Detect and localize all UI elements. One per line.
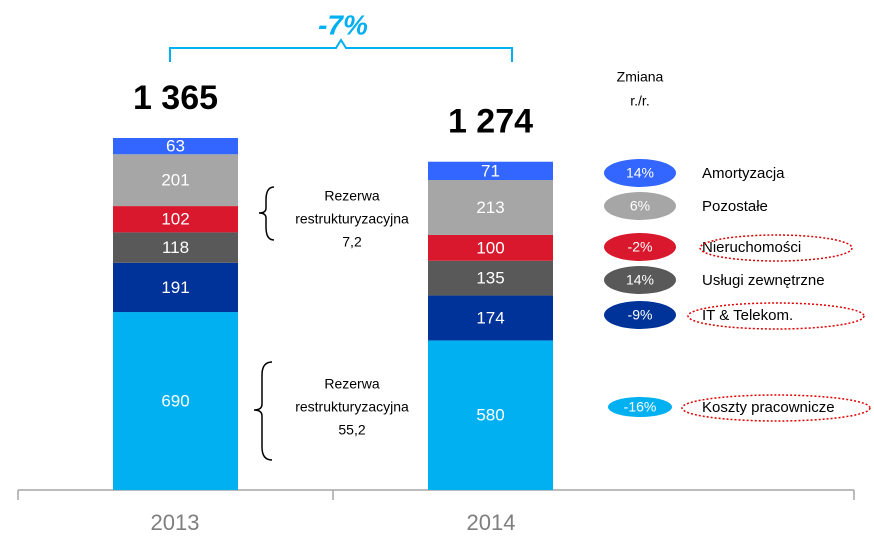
highlight-ring (699, 234, 853, 262)
change-bracket (169, 38, 513, 62)
data-label: 135 (476, 269, 504, 288)
bar-segment (113, 138, 238, 155)
legend-label: Nieruchomości (702, 239, 801, 256)
change-label: 6% (630, 198, 650, 214)
total-label: 1 365 (133, 79, 218, 117)
brace (253, 361, 273, 461)
legend-label: Usługi zewnętrzne (702, 272, 825, 289)
change-badge (604, 301, 676, 329)
data-label: 580 (476, 406, 504, 425)
annotation: Rezerwa (324, 188, 379, 204)
change-badge (608, 397, 672, 417)
legend-label: Pozostałe (702, 198, 768, 215)
data-label: 174 (476, 308, 504, 327)
bar-segment (113, 232, 238, 263)
bar-segment (428, 295, 553, 341)
legend-label: Amortyzacja (702, 165, 785, 182)
annotation: restrukturyzacyjna (295, 211, 409, 227)
annotation: restrukturyzacyjna (295, 399, 409, 415)
legend-label: IT & Telekom. (702, 307, 793, 324)
legend-label: Koszty pracownicze (702, 399, 835, 416)
change-badge (604, 266, 676, 294)
data-label: 63 (166, 137, 185, 156)
change-badge (604, 233, 676, 261)
data-label: 191 (161, 278, 189, 297)
highlight-ring (687, 302, 865, 330)
bar-segment (113, 312, 238, 490)
data-label: 213 (476, 198, 504, 217)
change-badge (604, 159, 676, 187)
change-annotation: -7% (318, 9, 368, 40)
bar-segment (113, 154, 238, 207)
annotation: 55,2 (338, 422, 365, 438)
bar-segment (428, 180, 553, 235)
data-label: 102 (161, 210, 189, 229)
change-label: 14% (626, 165, 654, 181)
data-label: 690 (161, 392, 189, 411)
data-label: 71 (481, 161, 500, 180)
data-label: 118 (162, 238, 189, 257)
change-header: r./r. (630, 93, 649, 109)
change-header: Zmiana (617, 69, 664, 85)
bar-segment (428, 340, 553, 490)
change-label: 14% (626, 272, 654, 288)
annotation: Rezerwa (324, 376, 379, 392)
bar-segment (113, 206, 238, 233)
data-label: 201 (161, 171, 189, 190)
change-label: -2% (628, 239, 653, 255)
bar-segment (428, 260, 553, 296)
change-label: -9% (628, 307, 653, 323)
highlight-ring (681, 394, 871, 422)
brace (258, 186, 275, 241)
annotation: 7,2 (342, 234, 362, 250)
change-badge (604, 192, 676, 220)
x-tick-label: 2013 (151, 510, 200, 535)
bar-segment (113, 262, 238, 313)
change-label: -16% (624, 399, 657, 415)
total-label: 1 274 (448, 103, 533, 141)
data-label: 100 (476, 238, 504, 257)
bar-segment (428, 161, 553, 181)
x-tick-label: 2014 (467, 510, 516, 535)
bar-segment (428, 234, 553, 261)
